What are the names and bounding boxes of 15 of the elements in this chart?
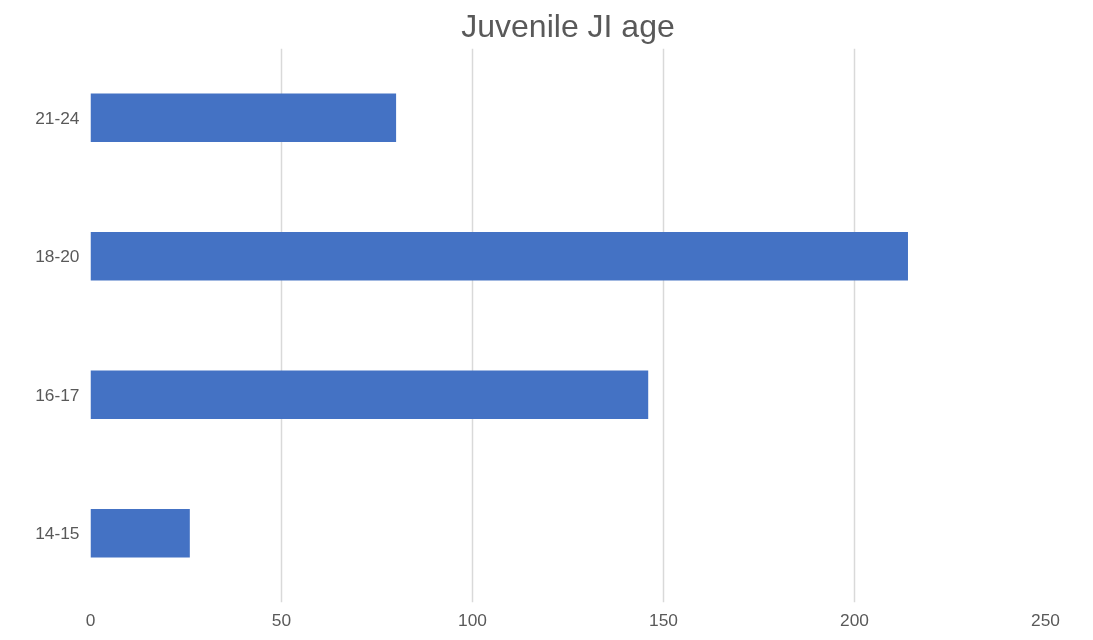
bar — [90, 93, 397, 142]
y-tick-label: 14-15 — [35, 523, 80, 544]
x-tick-label: 0 — [85, 609, 96, 630]
x-tick-label: 50 — [271, 609, 292, 630]
bar — [90, 509, 190, 558]
x-tick-label: 200 — [840, 609, 869, 630]
x-tick-label: 150 — [649, 609, 678, 630]
y-tick-label: 16-17 — [35, 384, 80, 405]
x-tick-label: 250 — [1031, 609, 1060, 630]
bar — [90, 370, 649, 419]
x-tick-label: 100 — [458, 609, 487, 630]
y-tick-label: 18-20 — [35, 246, 80, 267]
bar — [90, 232, 908, 281]
y-tick-label: 21-24 — [35, 107, 80, 128]
chart-title: Juvenile JI age — [461, 7, 675, 44]
